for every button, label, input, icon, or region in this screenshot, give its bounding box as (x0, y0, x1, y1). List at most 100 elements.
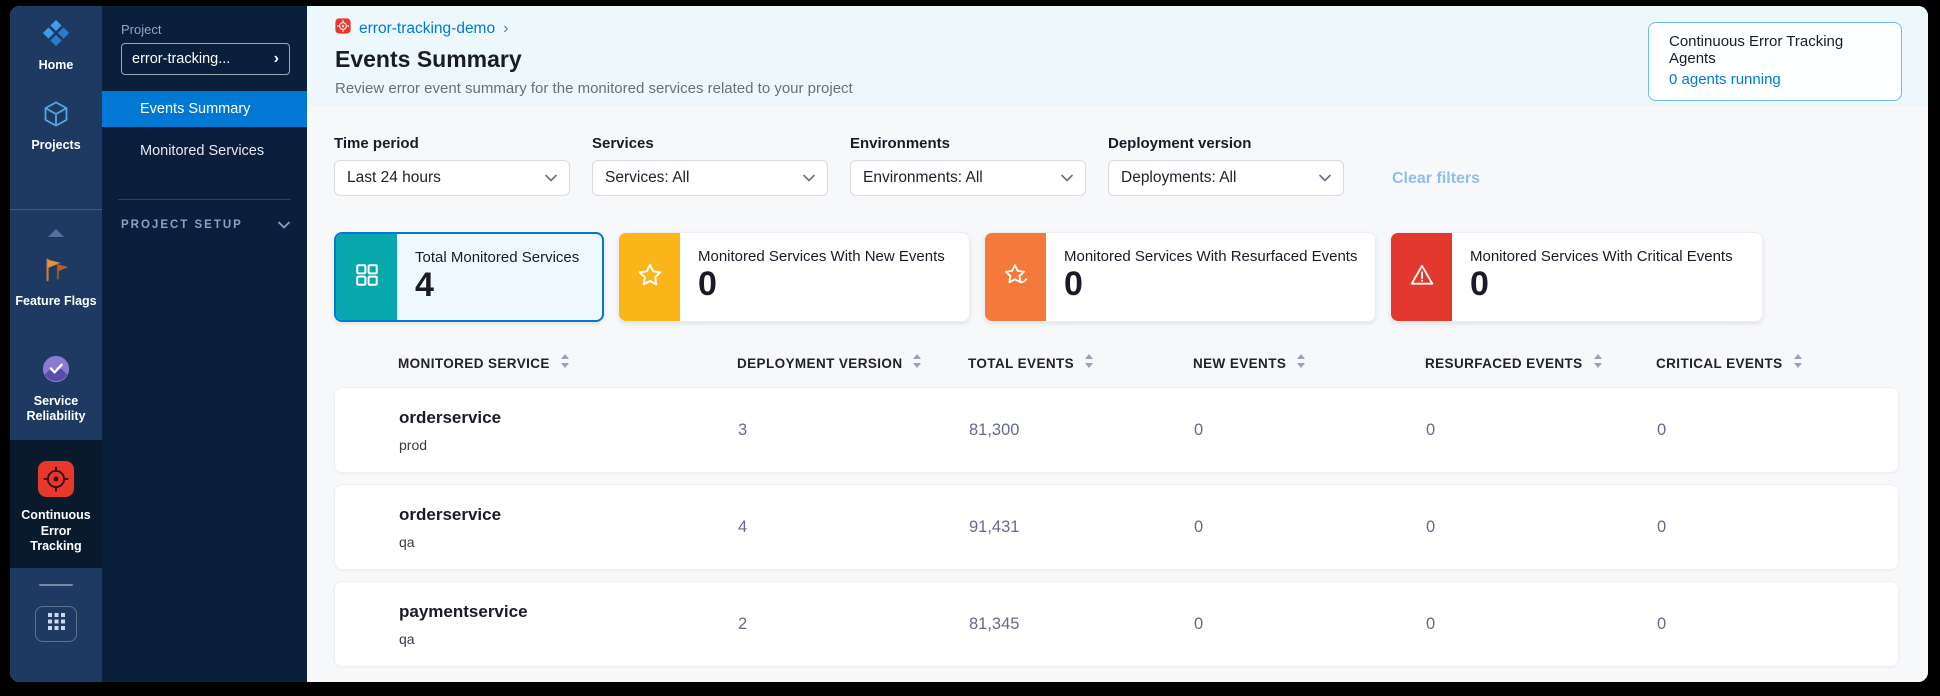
sidebar-section-modules: Feature Flags Service Reliability (10, 209, 102, 440)
column-header-total-events[interactable]: TOTAL EVENTS (968, 354, 1193, 373)
project-selector-value: error-tracking... (132, 51, 231, 67)
table-row[interactable]: paymentservice qa 2 81,345 0 0 0 (334, 581, 1899, 667)
project-nav-panel: Project error-tracking... › Events Summa… (102, 6, 307, 682)
service-cell: orderservice qa (399, 505, 738, 550)
project-setup-toggle[interactable]: PROJECT SETUP (102, 216, 307, 234)
card-title: Monitored Services With New Events (698, 248, 945, 265)
star-icon (637, 262, 663, 293)
services-select[interactable]: Services: All (592, 160, 828, 196)
filter-label: Environments (850, 135, 951, 152)
filter-environments: Environments Environments: All (850, 135, 1086, 196)
sidebar-item-projects[interactable]: Projects (10, 100, 102, 154)
service-environment: qa (399, 533, 415, 550)
resurfaced-events-cell: 0 (1426, 420, 1436, 439)
sidebar-item-service-reliability[interactable]: Service Reliability (10, 354, 102, 425)
card-critical-events[interactable]: Monitored Services With Critical Events … (1390, 232, 1763, 322)
card-accent (336, 234, 397, 320)
sort-icon (1793, 354, 1803, 373)
project-selector[interactable]: error-tracking... › (121, 43, 290, 75)
card-body: Monitored Services With New Events 0 (680, 233, 957, 321)
sidebar-item-home[interactable]: Home (10, 18, 102, 74)
column-label: NEW EVENTS (1193, 356, 1287, 371)
sidebar-item-label: Home (38, 58, 74, 72)
nav-item-events-summary[interactable]: Events Summary (102, 91, 307, 127)
collapse-caret-button[interactable] (10, 218, 102, 242)
select-value: Deployments: All (1121, 169, 1237, 186)
new-events-cell: 0 (1194, 420, 1204, 439)
card-title: Monitored Services With Critical Events (1470, 248, 1733, 265)
deployment-version-cell: 4 (738, 517, 748, 536)
column-header-deployment-version[interactable]: DEPLOYMENT VERSION (737, 354, 968, 373)
select-value: Last 24 hours (347, 169, 441, 186)
filter-label: Deployment version (1108, 135, 1252, 152)
card-accent (619, 233, 680, 321)
sidebar-item-label: Continuous Error Tracking (21, 508, 91, 554)
chevron-down-icon (278, 216, 290, 234)
card-value: 0 (698, 265, 717, 303)
column-header-critical-events[interactable]: CRITICAL EVENTS (1656, 354, 1899, 373)
service-cell: paymentservice qa (399, 602, 738, 647)
card-new-events[interactable]: Monitored Services With New Events 0 (618, 232, 970, 322)
card-accent (985, 233, 1046, 321)
module-sidebar: Home Projects Feature Flags (10, 6, 102, 682)
resurfaced-events-cell: 0 (1426, 614, 1436, 633)
grid-services-icon (354, 262, 380, 293)
card-value: 4 (415, 266, 434, 304)
select-value: Environments: All (863, 169, 983, 186)
column-label: TOTAL EVENTS (968, 356, 1075, 371)
card-resurfaced-events[interactable]: Monitored Services With Resurfaced Event… (984, 232, 1376, 322)
page-title: Events Summary (335, 46, 522, 72)
filter-label: Time period (334, 135, 419, 152)
events-table: MONITORED SERVICE DEPLOYMENT VERSION TOT… (334, 336, 1899, 667)
breadcrumb-separator-icon: › (503, 19, 509, 37)
total-events-cell: 81,345 (969, 614, 1020, 633)
deployments-select[interactable]: Deployments: All (1108, 160, 1344, 196)
critical-events-cell: 0 (1657, 517, 1667, 536)
agents-card: Continuous Error Tracking Agents 0 agent… (1648, 22, 1902, 101)
project-setup-label: PROJECT SETUP (121, 219, 243, 231)
sort-icon (1296, 354, 1306, 373)
total-events-cell: 81,300 (969, 420, 1020, 439)
filters-bar: Time period Last 24 hours Services Servi… (334, 135, 1899, 196)
sidebar-item-label: Projects (31, 137, 81, 152)
chevron-down-icon (545, 169, 557, 187)
time-period-select[interactable]: Last 24 hours (334, 160, 570, 196)
chevron-down-icon (1061, 169, 1073, 187)
summary-cards: Total Monitored Services 4 Monitored Ser… (334, 232, 1899, 322)
critical-events-cell: 0 (1657, 614, 1667, 633)
project-label: Project (121, 22, 162, 37)
column-label: DEPLOYMENT VERSION (737, 356, 903, 371)
filter-label: Services (592, 135, 654, 152)
app-window: Home Projects Feature Flags (10, 6, 1928, 682)
all-modules-button[interactable] (35, 606, 77, 642)
filter-services: Services Services: All (592, 135, 828, 196)
sidebar-item-feature-flags[interactable]: Feature Flags (10, 254, 102, 310)
table-row[interactable]: orderservice prod 3 81,300 0 0 0 (334, 387, 1899, 473)
breadcrumb: error-tracking-demo › (335, 18, 1902, 39)
sort-icon (1593, 354, 1603, 373)
card-total-monitored-services[interactable]: Total Monitored Services 4 (334, 232, 604, 322)
breadcrumb-project-link[interactable]: error-tracking-demo (359, 19, 496, 37)
sidebar-item-continuous-error-tracking[interactable]: Continuous Error Tracking (10, 460, 102, 555)
nav-item-monitored-services[interactable]: Monitored Services (140, 143, 265, 159)
service-reliability-icon (41, 354, 71, 389)
column-header-monitored-service[interactable]: MONITORED SERVICE (398, 354, 737, 373)
clear-filters-button[interactable]: Clear filters (1392, 170, 1481, 187)
column-header-new-events[interactable]: NEW EVENTS (1193, 354, 1425, 373)
agents-running-link[interactable]: 0 agents running (1669, 71, 1781, 88)
environments-select[interactable]: Environments: All (850, 160, 1086, 196)
page-header: error-tracking-demo › Events Summary Rev… (307, 6, 1928, 106)
chevron-right-icon: › (273, 50, 279, 67)
table-row[interactable]: orderservice qa 4 91,431 0 0 0 (334, 484, 1899, 570)
sort-icon (1084, 354, 1094, 373)
sidebar-section-bottom (10, 568, 102, 682)
service-environment: qa (399, 630, 415, 647)
service-name: paymentservice (399, 601, 528, 621)
card-body: Total Monitored Services 4 (397, 234, 591, 320)
column-header-resurfaced-events[interactable]: RESURFACED EVENTS (1425, 354, 1656, 373)
sort-icon (912, 354, 922, 373)
card-body: Monitored Services With Resurfaced Event… (1046, 233, 1369, 321)
error-tracking-target-icon (37, 460, 75, 503)
new-events-cell: 0 (1194, 517, 1204, 536)
